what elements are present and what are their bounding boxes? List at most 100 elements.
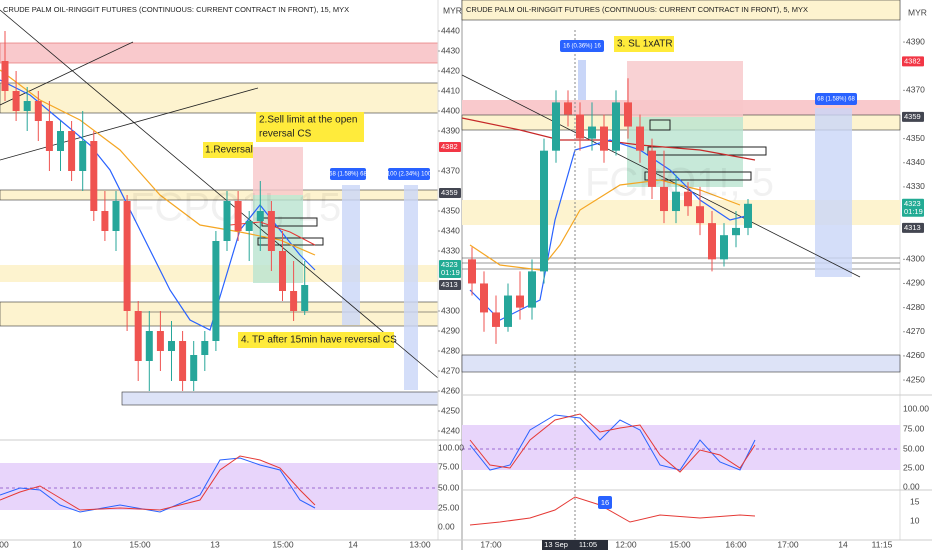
price-tag-label: 4359	[441, 188, 458, 197]
x-tick-label: 17:00	[480, 539, 502, 549]
candle-body	[540, 150, 548, 272]
y-tick-label: 4390	[441, 125, 460, 135]
right-title: CRUDE PALM OIL-RINGGIT FUTURES (CONTINUO…	[466, 5, 808, 14]
candle-body	[744, 203, 752, 228]
measure-label: 16 (0.36%) 16	[563, 44, 601, 50]
candle-body	[123, 201, 131, 311]
candle-body	[90, 141, 98, 211]
y-tick-label: 4240	[441, 425, 460, 435]
y-tick-label: 4350	[906, 133, 925, 143]
candle-body	[696, 206, 704, 224]
price-tag-label: 4323	[904, 199, 921, 208]
candle-body	[648, 150, 656, 187]
candle-body	[168, 341, 175, 351]
candle-body	[636, 126, 644, 151]
candle-body	[720, 235, 728, 260]
y-tick-label: 4340	[906, 157, 925, 167]
candle-body	[212, 241, 220, 341]
measure-label: 68 (1.58%) 68	[817, 97, 855, 103]
y-tick-label: 4390	[906, 36, 925, 46]
measure-label: 100 (2.34%) 100	[387, 172, 432, 178]
y-tick-label: 4330	[441, 245, 460, 255]
candle-body	[576, 114, 584, 139]
measure-tag	[330, 168, 366, 180]
price-tag-label: 4323	[441, 260, 458, 269]
candle-body	[600, 126, 608, 151]
candle-body	[552, 102, 560, 151]
candle-body	[1, 61, 9, 91]
candle-body	[660, 186, 668, 212]
candle-body	[234, 201, 242, 231]
candle-body	[112, 201, 120, 231]
price-tag-label: 4313	[904, 223, 921, 232]
annotation: 3. SL 1xATR	[617, 39, 673, 50]
osc-tick-label: 75.00	[903, 423, 925, 433]
time-highlight	[568, 540, 608, 550]
annotation-box	[256, 112, 364, 142]
x-tick-label: 13	[210, 539, 220, 549]
annotation-box	[203, 142, 253, 158]
x-tick-label: 13:00	[409, 539, 431, 549]
y-tick-label: 4300	[906, 254, 925, 264]
y-tick-label: 4290	[906, 278, 925, 288]
candle-body	[101, 211, 109, 231]
measure-tag	[388, 168, 430, 180]
candle-body	[68, 131, 76, 171]
price-tag	[902, 56, 924, 67]
price-tag-label: 4382	[904, 56, 921, 65]
y-tick-label: 4300	[441, 305, 460, 315]
candle-body	[145, 331, 153, 361]
price-tag-label: 4382	[441, 142, 458, 151]
price-tag-timer: 01:19	[904, 207, 923, 216]
candle-body	[732, 227, 740, 236]
x-tick-label: 11:05	[579, 540, 597, 549]
left-currency: MYR	[443, 5, 462, 15]
y-tick-label: 4330	[906, 181, 925, 191]
candle-body	[468, 259, 476, 284]
annotation-box	[614, 36, 674, 52]
osc-tick-label: 0.00	[438, 521, 455, 531]
y-tick-label: 4260	[441, 385, 460, 395]
annotation-box	[238, 332, 394, 348]
x-tick-label: 00	[0, 539, 9, 549]
candle-body	[672, 191, 680, 212]
y-tick-label: 4340	[441, 225, 460, 235]
atr-tag	[598, 496, 612, 509]
x-tick-label: 14	[348, 539, 358, 549]
candle-body	[516, 295, 524, 308]
candle-body	[34, 101, 42, 121]
y-tick-label: 4370	[906, 85, 925, 95]
candle-body	[301, 285, 309, 311]
atr-tick-label: 10	[910, 515, 920, 525]
y-tick-label: 4270	[906, 326, 925, 336]
x-tick-label: 10	[72, 539, 82, 549]
price-tag-label: 4313	[441, 280, 458, 289]
x-tick-label: 11:15	[872, 539, 893, 549]
candle-body	[564, 102, 572, 115]
candle-body	[223, 201, 231, 241]
x-tick-label: 15:00	[669, 539, 691, 549]
candle-body	[480, 283, 488, 313]
y-tick-label: 4290	[441, 325, 460, 335]
y-tick-label: 4400	[441, 105, 460, 115]
y-tick-label: 4430	[441, 45, 460, 55]
candle-body	[279, 251, 286, 291]
candle-body	[79, 141, 87, 171]
annotation: 4. TP after 15min have reversal CS	[241, 335, 397, 346]
osc-tick-label: 100.00	[438, 442, 464, 452]
time-highlight	[542, 540, 582, 550]
y-tick-label: 4260	[906, 350, 925, 360]
candle-body	[708, 223, 716, 260]
candle-body	[57, 131, 64, 151]
y-tick-label: 4410	[441, 85, 460, 95]
price-tag	[439, 142, 461, 152]
candle-body	[156, 331, 164, 351]
left-title: CRUDE PALM OIL-RINGGIT FUTURES (CONTINUO…	[3, 5, 349, 14]
candle-body	[179, 341, 187, 381]
y-tick-label: 4370	[441, 165, 460, 175]
annotation: 2.Sell limit at the open	[259, 115, 357, 126]
measure-label: 68 (1.58%) 68	[329, 172, 367, 178]
osc-tick-label: 75.00	[438, 461, 460, 471]
